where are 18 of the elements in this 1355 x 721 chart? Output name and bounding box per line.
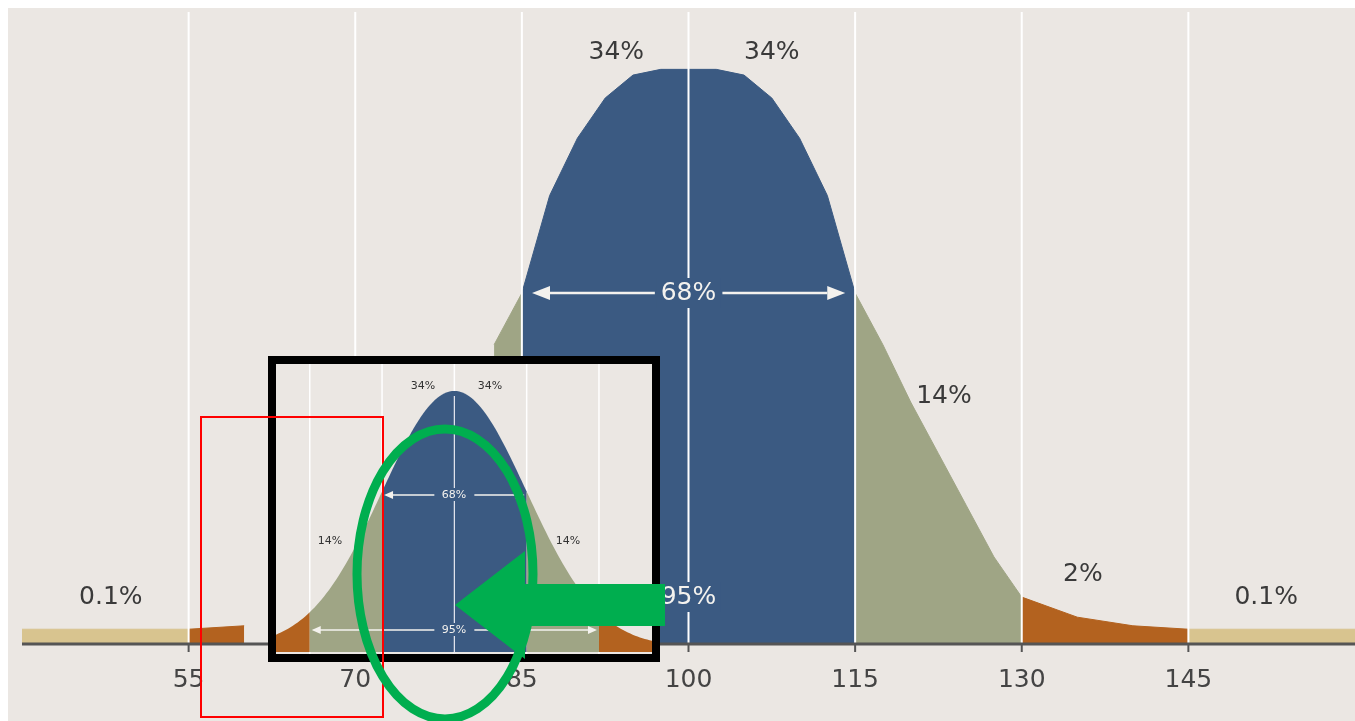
x-tick-label: 115	[831, 663, 879, 693]
x-tick-label: 70	[339, 663, 372, 693]
text: 34%	[744, 35, 800, 65]
x-tick-label: 145	[1164, 663, 1213, 693]
annotation: 34%	[477, 379, 503, 392]
annotation: 68%	[439, 488, 469, 501]
annotation: 68%	[660, 276, 717, 306]
annotation: 34%	[410, 379, 436, 392]
annotation: 2%	[1063, 557, 1103, 587]
annotation: 95%	[439, 623, 469, 636]
text: 34%	[588, 35, 645, 65]
annotation: 14%	[317, 534, 343, 547]
x-tick-label: 130	[997, 663, 1046, 693]
annotation: 14%	[555, 534, 581, 547]
x-tick-label: 100	[664, 663, 713, 693]
annotation: 14%	[916, 379, 972, 409]
annotation: 0.1%	[1234, 580, 1298, 610]
annotation: 0.1%	[79, 580, 143, 610]
